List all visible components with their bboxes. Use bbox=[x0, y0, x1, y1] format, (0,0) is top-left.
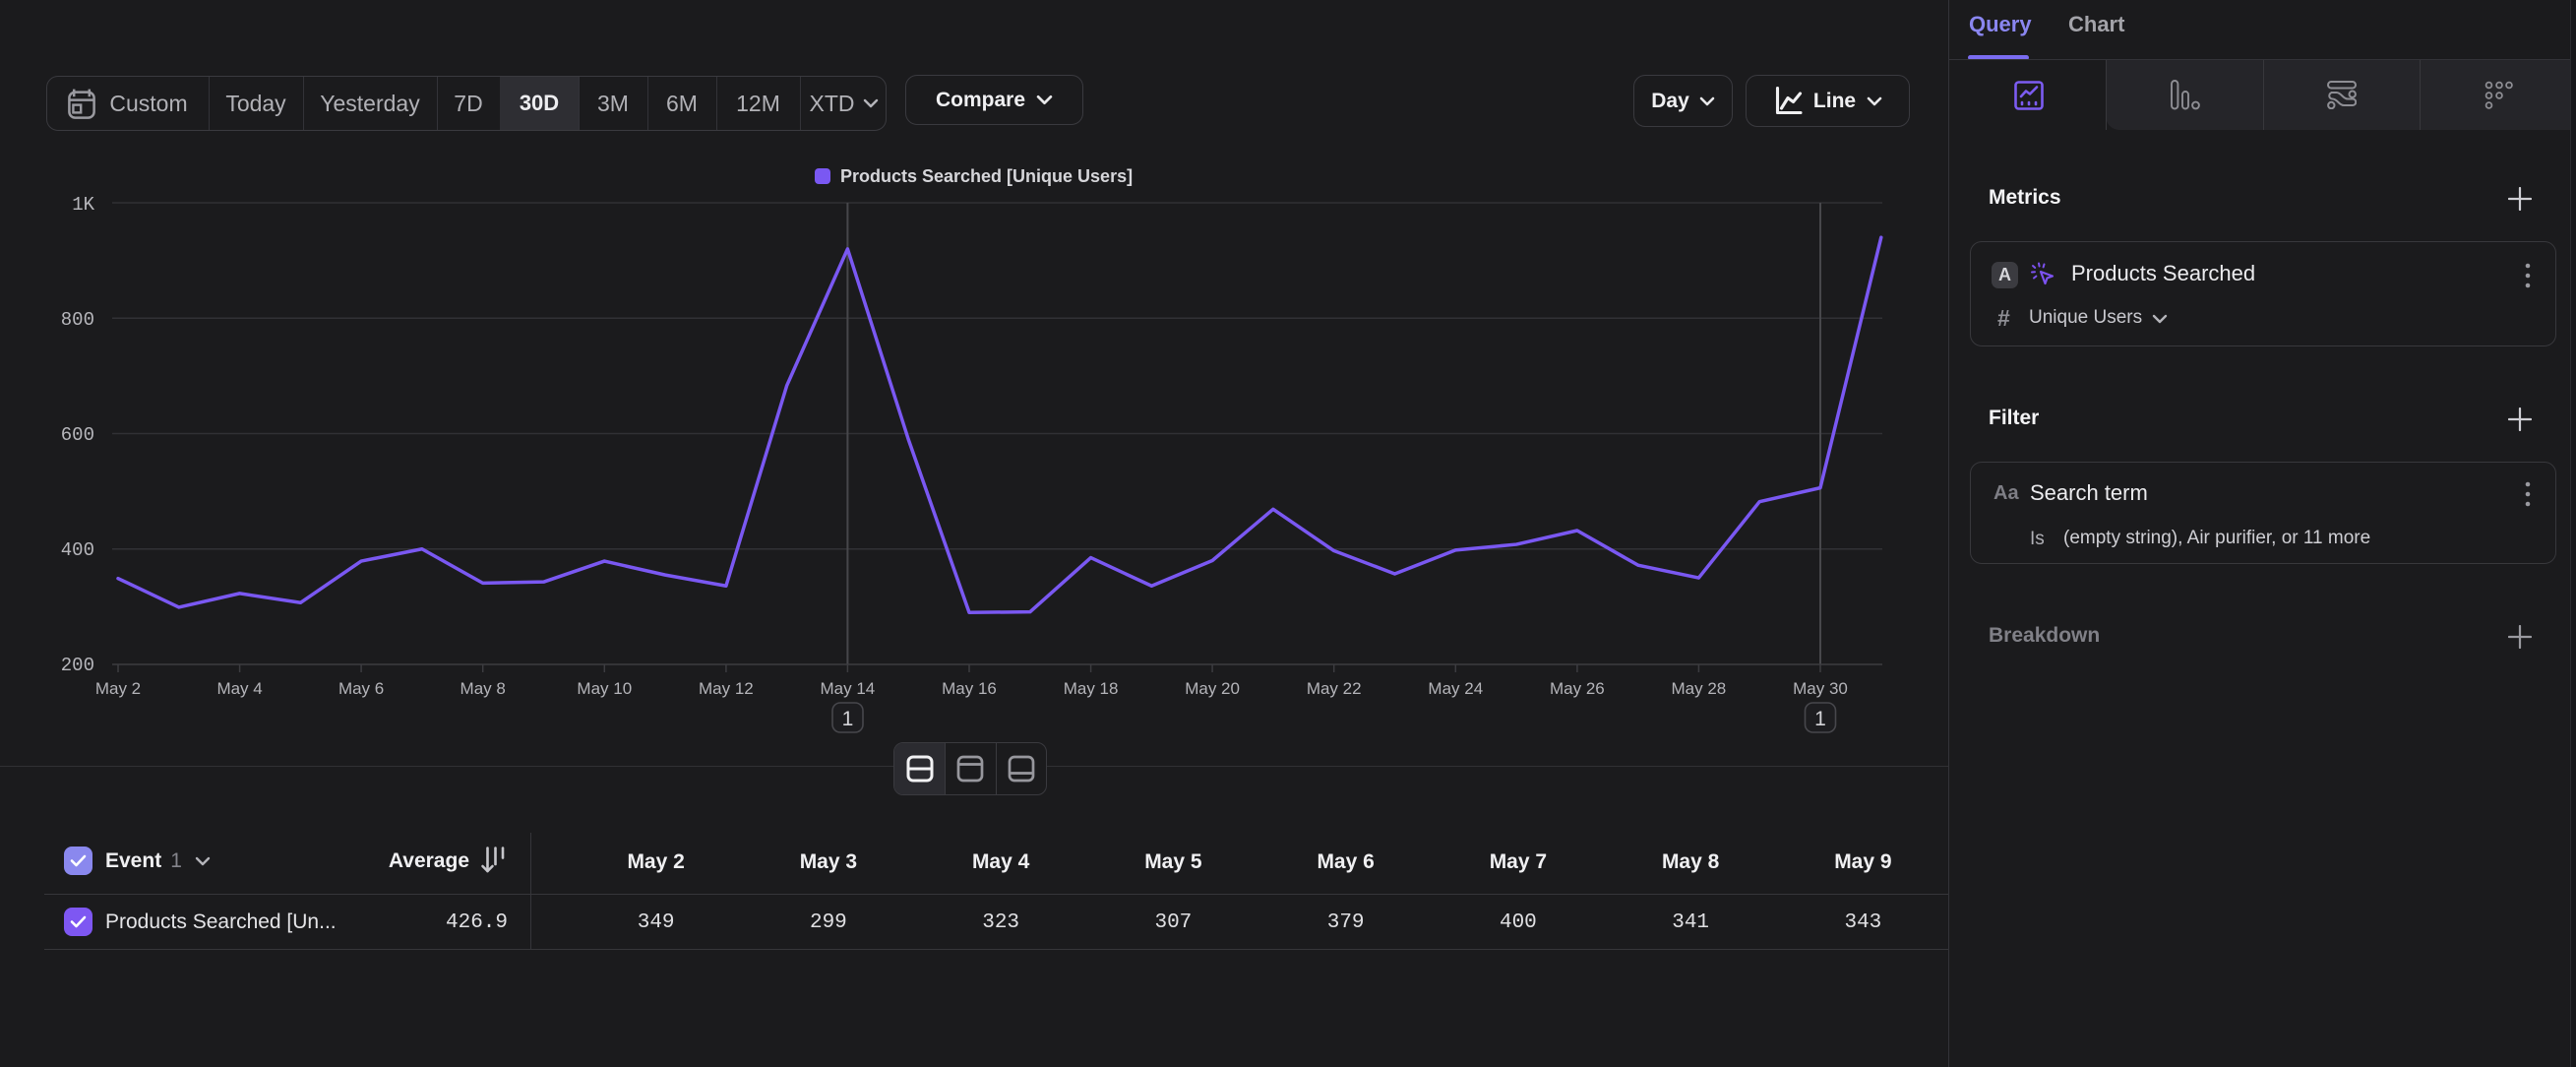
svg-text:1K: 1K bbox=[72, 194, 94, 216]
svg-text:May 22: May 22 bbox=[1307, 679, 1362, 698]
svg-text:May 4: May 4 bbox=[216, 679, 262, 698]
svg-text:May 30: May 30 bbox=[1793, 679, 1848, 698]
svg-text:200: 200 bbox=[61, 655, 94, 676]
svg-text:May 24: May 24 bbox=[1428, 679, 1483, 698]
svg-text:May 18: May 18 bbox=[1064, 679, 1119, 698]
svg-text:May 8: May 8 bbox=[460, 679, 506, 698]
svg-text:400: 400 bbox=[61, 539, 94, 561]
svg-text:May 26: May 26 bbox=[1550, 679, 1605, 698]
svg-text:May 20: May 20 bbox=[1185, 679, 1240, 698]
svg-text:May 12: May 12 bbox=[699, 679, 754, 698]
svg-text:May 16: May 16 bbox=[942, 679, 997, 698]
svg-text:800: 800 bbox=[61, 309, 94, 331]
svg-text:Products Searched [Unique User: Products Searched [Unique Users] bbox=[840, 166, 1133, 186]
svg-text:1: 1 bbox=[842, 708, 854, 730]
svg-text:May 14: May 14 bbox=[821, 679, 876, 698]
svg-text:May 28: May 28 bbox=[1672, 679, 1727, 698]
svg-text:May 10: May 10 bbox=[577, 679, 632, 698]
svg-text:May 2: May 2 bbox=[95, 679, 141, 698]
svg-text:May 6: May 6 bbox=[338, 679, 384, 698]
svg-text:600: 600 bbox=[61, 424, 94, 446]
svg-text:1: 1 bbox=[1814, 708, 1826, 730]
